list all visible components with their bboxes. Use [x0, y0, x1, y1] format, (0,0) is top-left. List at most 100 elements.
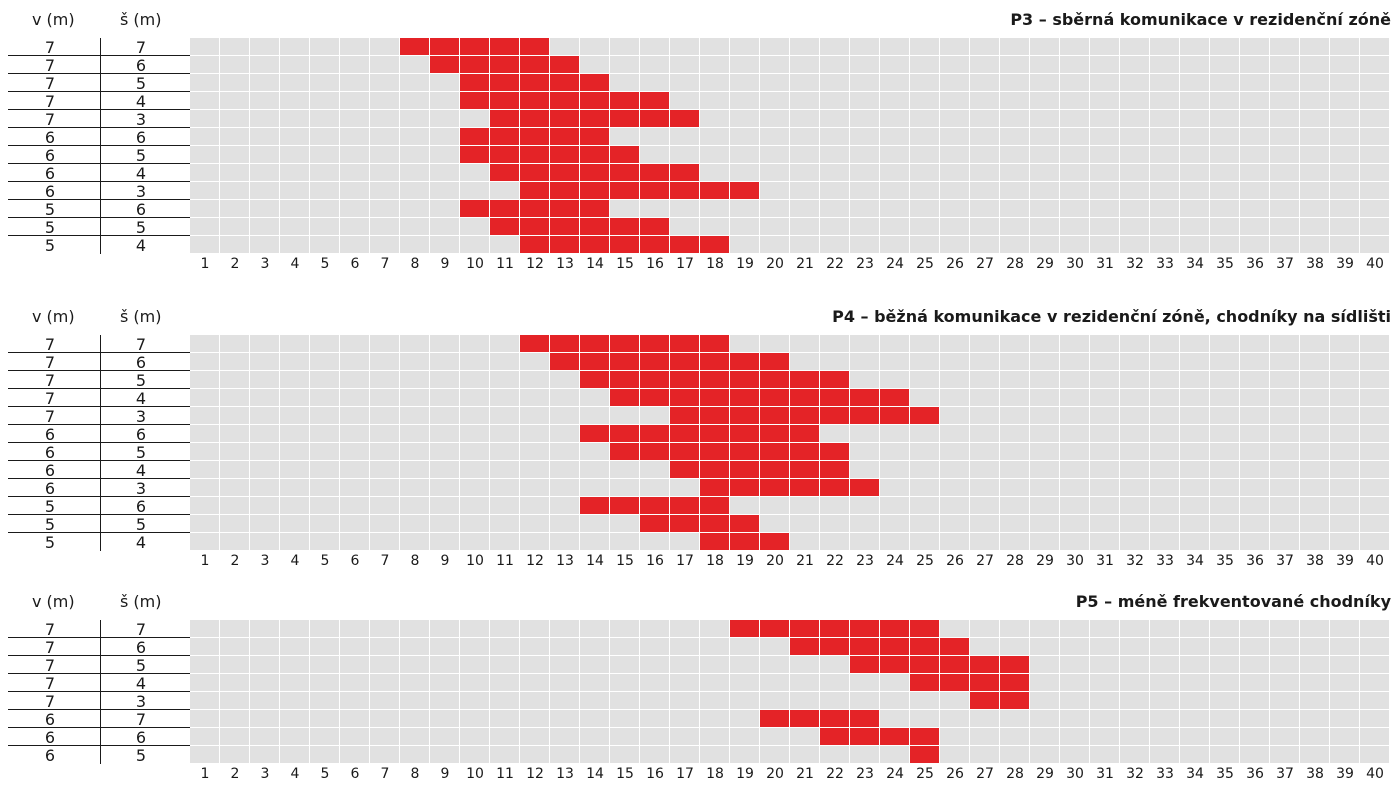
x-tick-label: 36: [1246, 766, 1264, 782]
x-tick-label: 15: [616, 553, 634, 569]
heat-cell-empty: [910, 200, 939, 217]
heat-cell-empty: [880, 692, 909, 709]
heat-cell-empty: [820, 146, 849, 163]
heat-cell-empty: [970, 620, 999, 637]
x-tick-label: 20: [766, 553, 784, 569]
row-label-s: 6: [135, 425, 147, 444]
heat-cell-empty: [490, 407, 519, 424]
heat-cell-filled: [700, 515, 729, 532]
heat-cell-empty: [430, 656, 459, 673]
heat-cell-filled: [640, 515, 669, 532]
x-tick-label: 37: [1276, 553, 1294, 569]
heat-cell-empty: [220, 236, 249, 253]
heat-cell-empty: [1210, 38, 1239, 55]
heat-cell-empty: [280, 656, 309, 673]
heat-cell-empty: [940, 164, 969, 181]
heat-cell-empty: [700, 620, 729, 637]
heat-cell-empty: [640, 638, 669, 655]
heat-cell-empty: [880, 74, 909, 91]
heat-cell-empty: [1270, 728, 1299, 745]
row-divider: [8, 745, 190, 746]
heat-cell-empty: [730, 218, 759, 235]
heat-cell-empty: [610, 407, 639, 424]
heat-cell-empty: [1150, 353, 1179, 370]
row-label-s: 4: [135, 164, 147, 183]
heat-cell-empty: [280, 533, 309, 550]
heat-cell-empty: [430, 182, 459, 199]
heat-cell-empty: [220, 371, 249, 388]
x-tick-label: 5: [320, 256, 330, 272]
heat-cell-empty: [940, 335, 969, 352]
heat-cell-empty: [1210, 164, 1239, 181]
heat-cell-empty: [1090, 38, 1119, 55]
heat-cell-empty: [610, 515, 639, 532]
x-tick-label: 8: [410, 256, 420, 272]
heat-cell-empty: [1180, 710, 1209, 727]
heat-cell-empty: [850, 335, 879, 352]
heat-cell-empty: [1330, 425, 1359, 442]
heat-cell-empty: [1240, 182, 1269, 199]
x-tick-label: 40: [1366, 766, 1384, 782]
heat-cell-empty: [280, 218, 309, 235]
heat-cell-empty: [1210, 710, 1239, 727]
heat-cell-empty: [1030, 92, 1059, 109]
x-tick-label: 3: [260, 256, 270, 272]
heat-cell-empty: [760, 236, 789, 253]
heat-cell-empty: [490, 389, 519, 406]
heat-cell-empty: [310, 425, 339, 442]
row-divider: [8, 370, 190, 371]
heat-cell-empty: [430, 335, 459, 352]
heat-cell-filled: [580, 371, 609, 388]
heat-cell-empty: [790, 353, 819, 370]
heat-cell-empty: [850, 92, 879, 109]
x-tick-label: 22: [826, 766, 844, 782]
heat-cell-empty: [1060, 407, 1089, 424]
heat-cell-empty: [1210, 182, 1239, 199]
heat-cell-empty: [1210, 443, 1239, 460]
heat-cell-empty: [850, 497, 879, 514]
heat-cell-empty: [190, 389, 219, 406]
heat-cell-empty: [1240, 638, 1269, 655]
heat-cell-empty: [190, 674, 219, 691]
heat-cell-empty: [790, 728, 819, 745]
x-tick-label: 7: [380, 553, 390, 569]
heat-cell-empty: [910, 236, 939, 253]
heat-cell-filled: [640, 425, 669, 442]
heat-cell-empty: [730, 236, 759, 253]
row-divider: [8, 388, 190, 389]
x-tick-label: 28: [1006, 553, 1024, 569]
heat-cell-empty: [1300, 182, 1329, 199]
heat-cell-empty: [310, 92, 339, 109]
heat-cell-empty: [250, 728, 279, 745]
heat-cell-empty: [1030, 425, 1059, 442]
x-tick-label: 34: [1186, 256, 1204, 272]
heat-cell-filled: [760, 353, 789, 370]
heat-cell-empty: [790, 236, 819, 253]
heat-cell-empty: [490, 479, 519, 496]
chart-title: P5 – méně frekventované chodníky: [1075, 592, 1391, 611]
heat-cell-empty: [1330, 656, 1359, 673]
row-label-v: 7: [44, 74, 56, 93]
heat-cell-empty: [1090, 443, 1119, 460]
heat-cell-empty: [730, 335, 759, 352]
x-tick-label: 37: [1276, 766, 1294, 782]
heat-cell-filled: [640, 110, 669, 127]
heat-cell-empty: [190, 200, 219, 217]
heat-cell-empty: [310, 218, 339, 235]
heat-cell-empty: [910, 497, 939, 514]
chart-panel-3: v (m) š (m) P3 – sběrná komunikace v rezid…: [0, 8, 1397, 274]
heat-cell-empty: [370, 110, 399, 127]
heat-cell-empty: [250, 200, 279, 217]
heat-cell-empty: [1030, 371, 1059, 388]
heat-cell-empty: [220, 515, 249, 532]
heat-cell-empty: [1240, 110, 1269, 127]
heat-cell-empty: [370, 461, 399, 478]
heat-cell-filled: [760, 461, 789, 478]
heat-cell-filled: [580, 200, 609, 217]
heat-cell-empty: [1300, 56, 1329, 73]
heat-cell-empty: [280, 236, 309, 253]
heat-cell-empty: [1180, 497, 1209, 514]
heat-cell-empty: [1300, 353, 1329, 370]
heat-cell-empty: [970, 497, 999, 514]
heat-cell-filled: [760, 620, 789, 637]
